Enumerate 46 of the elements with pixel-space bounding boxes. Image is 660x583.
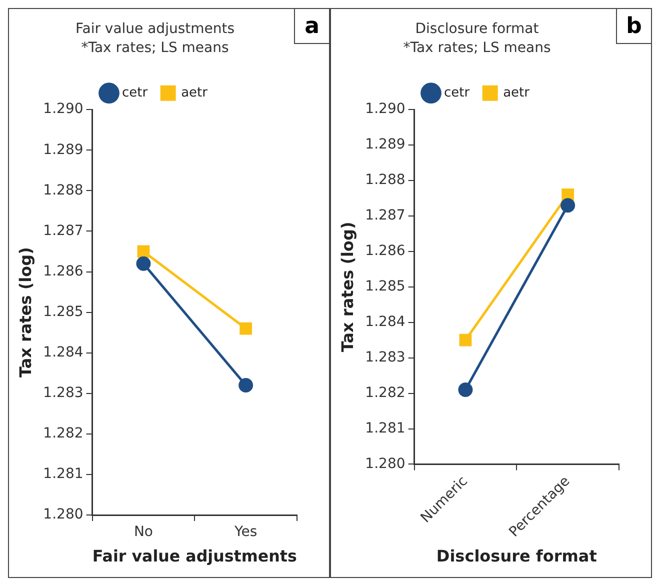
point: [136, 256, 151, 271]
y-tick-label: 1.282: [43, 426, 84, 442]
y-tick-label: 1.288: [43, 182, 84, 198]
y-tick-label: 1.281: [43, 466, 84, 482]
y-tick-label: 1.283: [43, 385, 84, 402]
text: b: [616, 8, 652, 44]
y-axis-title: Tax rates (log): [338, 222, 357, 352]
point: [240, 322, 252, 335]
y-tick-label: 1.286: [365, 243, 406, 260]
y-tick-label: 1.289: [43, 142, 84, 158]
legend-label: cetr: [122, 85, 148, 100]
point: [137, 245, 150, 258]
y-tick-label: 1.284: [43, 344, 84, 360]
x-axis-title: Disclosure format: [436, 546, 598, 566]
point: [458, 382, 473, 398]
x-axis-title: Fair value adjustments: [92, 546, 297, 566]
y-axis-title: Tax rates (log): [16, 247, 35, 378]
y-tick-label: 1.285: [365, 278, 406, 295]
y-tick-label: 1.283: [365, 349, 406, 366]
legend-label: aetr: [503, 85, 530, 100]
y-tick-label: 1.285: [43, 304, 84, 320]
legend-label: cetr: [444, 85, 470, 100]
y-tick-label: 1.281: [365, 420, 406, 436]
y-tick-label: 1.286: [43, 263, 84, 280]
y-tick-label: 1.282: [365, 384, 406, 401]
y-tick-label: 1.290: [365, 101, 406, 118]
y-tick-label: 1.280: [43, 506, 84, 523]
point: [459, 334, 472, 346]
y-tick-label: 1.287: [365, 208, 406, 224]
legend-label: aetr: [181, 85, 208, 100]
point: [562, 188, 574, 201]
point: [560, 198, 576, 213]
chart-title: Fair value adjustments: [75, 21, 235, 38]
text: a: [294, 8, 330, 44]
y-tick-label: 1.280: [365, 456, 406, 472]
y-tick-label: 1.289: [365, 136, 406, 153]
y-tick-label: 1.284: [365, 314, 406, 330]
chart-subtitle: *Tax rates; LS means: [403, 40, 551, 56]
y-tick-label: 1.290: [43, 101, 84, 118]
chart-title: Disclosure format: [415, 21, 540, 38]
y-tick-label: 1.287: [43, 222, 84, 239]
x-tick-label: Yes: [234, 524, 258, 540]
y-tick-label: 1.288: [365, 172, 406, 188]
chart-subtitle: *Tax rates; LS means: [81, 40, 229, 56]
point: [238, 378, 254, 393]
x-tick-label: No: [134, 524, 153, 540]
